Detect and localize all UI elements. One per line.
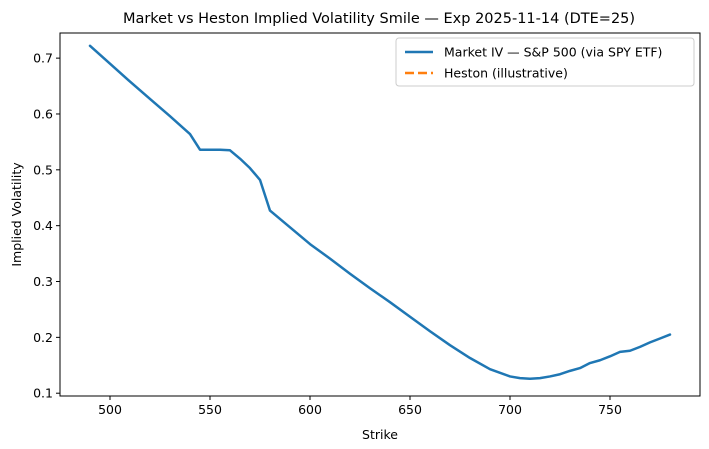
x-tick-label: 500 [98, 402, 122, 417]
x-tick-label: 700 [498, 402, 522, 417]
legend: Market IV — S&P 500 (via SPY ETF) Heston… [395, 37, 695, 87]
y-tick-label: 0.3 [33, 274, 53, 289]
x-axis-label: Strike [362, 427, 398, 442]
y-axis: 0.1 0.2 0.3 0.4 0.5 0.6 0.7 [33, 51, 60, 401]
legend-label-heston: Heston (illustrative) [444, 66, 568, 81]
x-tick-label: 650 [398, 402, 422, 417]
x-tick-label: 600 [298, 402, 322, 417]
y-tick-label: 0.5 [33, 162, 53, 177]
y-tick-label: 0.7 [33, 51, 53, 66]
y-tick-label: 0.1 [33, 386, 53, 401]
legend-box [395, 37, 695, 87]
x-tick-label: 550 [198, 402, 222, 417]
y-tick-label: 0.4 [33, 218, 53, 233]
y-axis-label: Implied Volatility [9, 162, 24, 267]
plot-series [88, 44, 672, 380]
series-line-0 [88, 44, 672, 380]
x-tick-label: 750 [598, 402, 622, 417]
plot-frame [59, 32, 701, 397]
x-axis: 500 550 600 650 700 750 [98, 396, 622, 417]
y-tick-label: 0.2 [33, 330, 53, 345]
legend-label-market: Market IV — S&P 500 (via SPY ETF) [444, 45, 662, 60]
y-tick-label: 0.6 [33, 106, 53, 121]
chart-title: Market vs Heston Implied Volatility Smil… [123, 11, 635, 27]
